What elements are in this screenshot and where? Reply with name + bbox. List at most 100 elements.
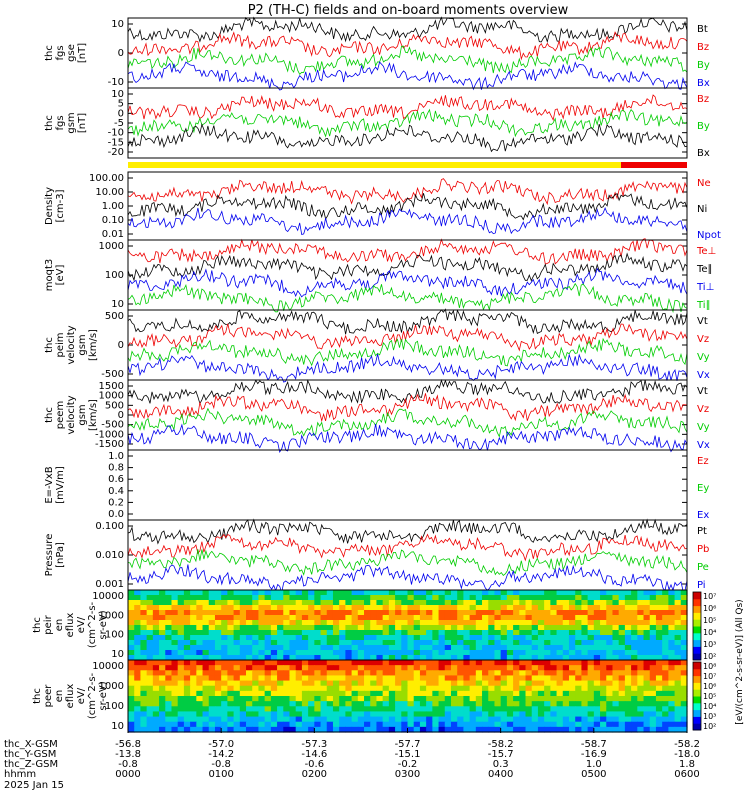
x-axis-value: -57.7: [395, 739, 421, 750]
spectrogram-cell: [568, 625, 576, 631]
spectrogram-cell: [270, 625, 278, 631]
y-tick-label: 0.001: [95, 579, 124, 590]
spectrogram-cell: [550, 595, 558, 601]
spectrogram-cell: [593, 650, 601, 656]
spectrogram-cell: [128, 615, 135, 621]
spectrogram-cell: [606, 655, 614, 661]
spectrogram-cell: [438, 701, 446, 707]
spectrogram-cell: [332, 625, 340, 631]
spectrogram-cell: [134, 610, 142, 616]
spectrogram-cell: [221, 630, 228, 636]
spectrogram-cell: [314, 690, 322, 697]
spectrogram-cell: [407, 701, 415, 707]
spectrogram-cell: [649, 635, 657, 641]
spectrogram-cell: [593, 675, 601, 682]
spectrogram-cell: [438, 640, 446, 646]
spectrogram-cell: [562, 650, 570, 656]
colorbar-cell: [693, 619, 701, 627]
spectrogram-cell: [618, 716, 626, 723]
spectrogram-cell: [655, 665, 663, 671]
spectrogram-cell: [668, 625, 676, 631]
spectrogram-cell: [500, 595, 508, 601]
spectrogram-cell: [482, 605, 489, 611]
spectrogram-cell: [531, 706, 539, 713]
spectrogram-cell: [531, 726, 539, 733]
spectrogram-cell: [544, 690, 551, 697]
spectrogram-cell: [419, 675, 427, 682]
spectrogram-cell: [469, 610, 477, 616]
spectrogram-cell: [519, 620, 527, 626]
spectrogram-cell: [618, 726, 626, 733]
spectrogram-cell: [513, 701, 520, 707]
spectrogram-cell: [575, 711, 583, 718]
spectrogram-cell: [159, 600, 166, 606]
spectrogram-cell: [339, 690, 346, 697]
spectrogram-cell: [339, 625, 346, 631]
spectrogram-cell: [537, 605, 545, 611]
legend-Pi: Pi: [697, 580, 706, 591]
spectrogram-cell: [364, 635, 371, 641]
spectrogram-cell: [649, 716, 657, 723]
spectrogram-cell: [370, 635, 378, 641]
spectrogram-cell: [643, 660, 651, 666]
spectrogram-cell: [469, 630, 477, 636]
spectrogram-cell: [221, 660, 228, 666]
spectrogram-cell: [631, 675, 638, 682]
spectrogram-cell: [289, 640, 297, 646]
spectrogram-cell: [631, 590, 638, 596]
spectrogram-cell: [513, 680, 520, 687]
spectrogram-cell: [159, 610, 166, 616]
spectrogram-cell: [513, 726, 520, 733]
spectrogram-cell: [339, 685, 346, 692]
spectrogram-cell: [643, 615, 651, 621]
spectrogram-cell: [183, 665, 191, 671]
spectrogram-cell: [506, 655, 514, 661]
spectrogram-cell: [550, 640, 558, 646]
spectrogram-cell: [482, 696, 489, 702]
spectrogram-cell: [519, 635, 527, 641]
spectrogram-cell: [395, 690, 402, 697]
spectrogram-cell: [277, 696, 284, 702]
spectrogram-cell: [183, 675, 191, 682]
spectrogram-cell: [227, 675, 235, 682]
spectrogram-cell: [444, 726, 452, 733]
series-peim-red: [127, 323, 688, 352]
spectrogram-cell: [674, 685, 682, 692]
spectrogram-cell: [401, 625, 409, 631]
spectrogram-cell: [494, 660, 502, 666]
spectrogram-cell: [407, 696, 415, 702]
spectrogram-cell: [283, 701, 291, 707]
spectrogram-cell: [612, 701, 620, 707]
spectrogram-cell: [593, 660, 601, 666]
spectrogram-cell: [376, 721, 384, 728]
spectrogram-cell: [339, 615, 346, 621]
spectrogram-cell: [171, 680, 179, 687]
spectrogram-cell: [289, 615, 297, 621]
spectrogram-cell: [494, 590, 502, 596]
spectrogram-cell: [475, 675, 483, 682]
spectrogram-cell: [183, 635, 191, 641]
spectrogram-cell: [364, 670, 371, 677]
spectrogram-cell: [438, 726, 446, 733]
series-density-blue: [127, 207, 688, 236]
spectrogram-cell: [463, 696, 471, 702]
spectrogram-cell: [357, 645, 365, 651]
spectrogram-cell: [277, 690, 284, 697]
spectrogram-cell: [252, 716, 260, 723]
spectrogram-cell: [332, 590, 340, 596]
spectrogram-cell: [326, 660, 334, 666]
spectrogram-cell: [544, 685, 551, 692]
spectrogram-cell: [320, 635, 328, 641]
spectrogram-cell: [674, 615, 682, 621]
spectrogram-cell: [208, 630, 216, 636]
spectrogram-cell: [140, 595, 148, 601]
spectrogram-cell: [370, 690, 378, 697]
spectrogram-cell: [488, 716, 496, 723]
spectrogram-cell: [606, 590, 614, 596]
spectrogram-cell: [277, 721, 284, 728]
spectrogram-cell: [643, 595, 651, 601]
spectrogram-cell: [444, 721, 452, 728]
spectrogram-cell: [214, 635, 222, 641]
series-peem-black: [127, 379, 688, 405]
